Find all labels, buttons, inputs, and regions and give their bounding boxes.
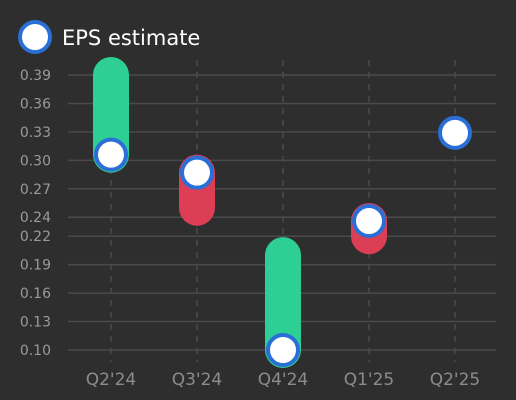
estimate-dot bbox=[180, 155, 214, 190]
legend: EPS estimate bbox=[18, 20, 200, 54]
x-tick-label: Q4'24 bbox=[258, 370, 309, 390]
y-tick-label: 0.22 bbox=[20, 229, 51, 245]
estimate-dots bbox=[94, 115, 472, 367]
estimate-dot bbox=[352, 204, 386, 239]
y-tick-label: 0.16 bbox=[20, 286, 51, 302]
y-axis-ticks: 0.10 0.13 0.16 0.19 0.22 0.24 0.27 0.30 0.33 0.36… bbox=[20, 68, 51, 359]
beat-bar bbox=[265, 237, 301, 368]
legend-label: EPS estimate bbox=[62, 26, 200, 50]
x-tick-label: Q3'24 bbox=[172, 370, 223, 390]
x-axis-ticks: Q2'24 Q3'24 Q4'24 Q1'25 Q2'25 bbox=[86, 370, 481, 390]
y-tick-label: 0.24 bbox=[20, 210, 51, 226]
estimate-dot bbox=[438, 115, 472, 150]
y-tick-label: 0.27 bbox=[20, 182, 51, 198]
x-tick-label: Q2'24 bbox=[86, 370, 137, 390]
y-tick-label: 0.19 bbox=[20, 258, 51, 274]
y-tick-label: 0.30 bbox=[20, 153, 51, 169]
x-tick-label: Q1'25 bbox=[344, 370, 395, 390]
y-tick-label: 0.36 bbox=[20, 96, 51, 112]
estimate-dot bbox=[266, 333, 300, 367]
y-tick-label: 0.39 bbox=[20, 68, 51, 84]
estimate-dot bbox=[94, 137, 128, 172]
y-tick-label: 0.10 bbox=[20, 343, 51, 359]
y-tick-label: 0.13 bbox=[20, 315, 51, 331]
y-tick-label: 0.33 bbox=[20, 125, 51, 141]
x-tick-label: Q2'25 bbox=[430, 370, 481, 390]
legend-marker bbox=[18, 20, 52, 54]
